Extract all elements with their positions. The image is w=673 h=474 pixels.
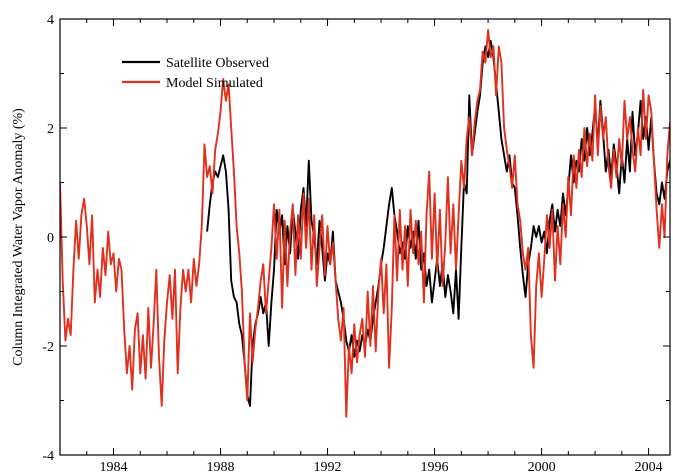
y-tick-label: -4: [42, 449, 54, 464]
y-tick-label: 4: [47, 13, 54, 28]
legend-label-satellite-observed: Satellite Observed: [166, 56, 269, 71]
y-axis-label: Column Integrated Water Vapor Anomaly (%…: [11, 108, 26, 366]
x-tick-label: 2000: [528, 460, 556, 474]
legend: Satellite Observed Model Simulated: [122, 56, 269, 91]
legend-label-model-simulated: Model Simulated: [166, 76, 263, 91]
x-tick-label: 1996: [421, 460, 449, 474]
series-layer: [60, 28, 670, 418]
y-tick-label: 0: [47, 231, 54, 246]
x-tick-label: 1984: [100, 460, 128, 474]
plot-frame: [59, 18, 671, 456]
x-tick-label: 1988: [207, 460, 235, 474]
ticks-layer: 1984 1988 1992 1996 2000 2004 -4 -2 0 2 4: [42, 13, 670, 474]
x-tick-label: 2004: [635, 460, 663, 474]
series-line-model-simulated: [60, 28, 670, 418]
y-tick-label: 2: [47, 122, 54, 137]
x-tick-label: 1992: [314, 460, 342, 474]
y-tick-label: -2: [42, 340, 54, 355]
